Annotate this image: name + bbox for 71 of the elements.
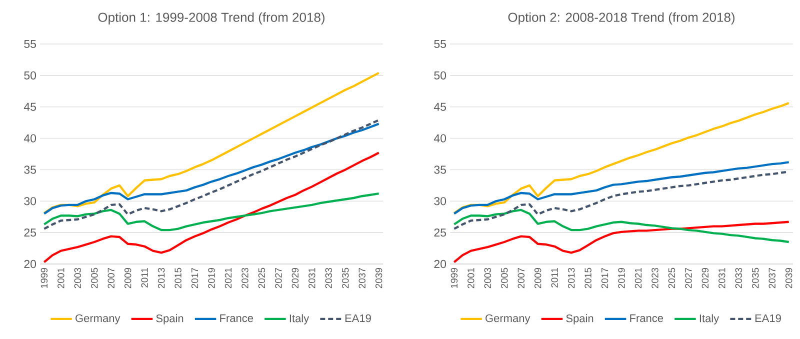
x-tick-label: 2003 [74,268,82,288]
y-tick-label: 45 [434,102,446,111]
x-tick-label: 2015 [584,268,592,288]
legend-label: France [630,314,663,322]
x-tick-label: 2017 [601,268,608,288]
x-tick-label: 2021 [634,268,642,288]
x-tick-label: 2027 [685,268,692,288]
legend-label: Germany [486,314,530,324]
x-tick-label: 2033 [325,268,332,288]
y-tick-label: 30 [24,197,36,206]
chart-title: Option 1: 1999-2008 Trend (from 2018) [98,12,324,25]
x-tick-label: 2011 [141,268,148,288]
legend-label: Italy [700,314,720,324]
x-tick-label: 2025 [258,268,266,288]
legend-label: Spain [566,314,594,324]
y-tick-label: 35 [434,166,446,174]
y-tick-label: 30 [434,197,446,206]
legend-label: Germany [76,314,120,324]
x-tick-label: 2035 [752,268,759,288]
x-tick-label: 2039 [785,268,792,288]
legend-label: France [220,314,253,322]
x-tick-label: 2009 [534,268,542,288]
x-tick-label: 2017 [191,268,198,288]
legend-label: Spain [156,314,184,324]
x-tick-label: 2021 [224,268,232,288]
x-tick-label: 2037 [358,268,366,288]
x-tick-label: 2031 [718,268,726,288]
y-tick-label: 20 [24,260,36,268]
x-tick-label: 2035 [342,268,349,288]
y-tick-label: 50 [24,71,36,80]
x-tick-label: 2015 [174,268,182,288]
y-tick-label: 45 [24,102,36,111]
y-tick-label: 55 [24,40,36,48]
chart-title: Option 2: 2008-2018 Trend (from 2018) [508,12,734,25]
y-tick-label: 20 [434,260,446,268]
x-tick-label: 2033 [735,268,742,288]
x-tick-label: 1999 [450,268,458,288]
x-tick-label: 2001 [468,268,474,288]
x-tick-label: 1999 [40,268,48,288]
x-tick-label: 2019 [618,268,625,288]
x-tick-label: 2019 [208,268,215,288]
x-tick-label: 2005 [501,268,508,288]
y-tick-label: 50 [434,71,446,80]
legend-label: EA19 [345,314,371,322]
x-tick-label: 2009 [124,268,132,288]
line-series [453,208,790,244]
y-tick-label: 40 [24,134,36,142]
x-tick-label: 2029 [702,268,709,288]
x-tick-label: 2011 [551,268,558,288]
x-tick-label: 2039 [375,268,382,288]
legend-label: Italy [290,314,310,324]
x-tick-label: 2007 [518,268,524,288]
y-tick-label: 55 [434,40,446,48]
x-tick-label: 2027 [275,268,282,288]
x-tick-label: 2013 [158,268,165,288]
legend-label: EA19 [755,314,781,322]
x-tick-label: 2003 [484,268,492,288]
y-tick-label: 25 [24,228,36,237]
y-tick-label: 35 [24,166,36,174]
x-tick-label: 2007 [108,268,114,288]
x-tick-label: 2023 [652,268,658,288]
y-tick-label: 40 [434,134,446,142]
x-tick-label: 2013 [568,268,575,288]
x-tick-label: 2005 [91,268,98,288]
x-tick-label: 2031 [308,268,316,288]
x-tick-label: 2037 [768,268,776,288]
x-tick-label: 2029 [292,268,299,288]
x-tick-label: 2001 [58,268,64,288]
x-tick-label: 2023 [242,268,248,288]
y-tick-label: 25 [434,228,446,237]
x-tick-label: 2025 [668,268,676,288]
